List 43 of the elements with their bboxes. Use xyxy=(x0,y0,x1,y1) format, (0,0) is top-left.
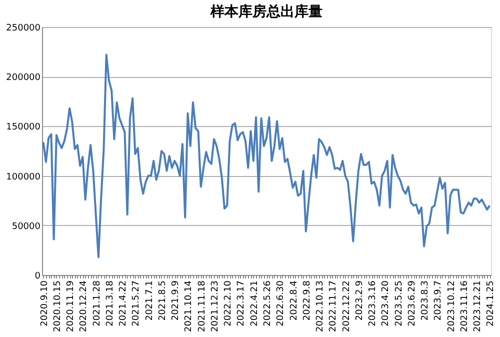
y-tick-label: 150000 xyxy=(6,122,41,133)
x-tick-label: 2022.10.13 xyxy=(316,280,326,332)
x-tick-label: 2023.4.20 xyxy=(381,280,392,326)
x-tick-label: 2022.11.17 xyxy=(328,280,339,332)
line-series xyxy=(42,54,491,258)
x-tick-label: 2020.10.15 xyxy=(52,280,63,332)
x-tick-label: 2023.11.16 xyxy=(460,280,470,332)
x-tick-label: 2021.7.1 xyxy=(144,280,155,321)
x-tick-label: 2022.6.30 xyxy=(276,280,286,326)
y-tick-label: 100000 xyxy=(6,172,41,182)
x-tick-label: 2020.11.19 xyxy=(66,280,76,332)
x-tick-label: 2021.10.14 xyxy=(184,280,194,332)
x-tick-label: 2023.9.7 xyxy=(434,280,444,321)
x-tick-label: 2022.3.17 xyxy=(236,280,247,326)
x-tick-label: 2021.11.18 xyxy=(197,280,208,332)
x-tick-label: 2023.5.25 xyxy=(394,280,404,326)
x-tick-label: 2023.6.29 xyxy=(407,280,418,326)
chart-title: 样本库房总出库量 xyxy=(210,3,322,20)
x-tick-label: 2021.3.18 xyxy=(105,280,116,326)
x-tick-label: 2022.9.8 xyxy=(302,280,312,321)
x-tick-label: 2022.5.26 xyxy=(263,280,273,326)
x-tick-label: 2021.1.28 xyxy=(92,280,102,326)
x-tick-label: 2022.4.21 xyxy=(250,280,260,326)
y-tick-label: 50000 xyxy=(12,222,41,232)
x-tick-label: 2021.8.5 xyxy=(158,280,168,321)
x-tick-label: 2024.1.25 xyxy=(486,280,496,326)
x-tick-label: 2023.3.16 xyxy=(368,280,378,326)
y-tick-label: 200000 xyxy=(6,73,41,84)
x-tick-label: 2023.10.12 xyxy=(446,280,457,332)
x-tick-label: 2021.12.23 xyxy=(210,280,220,332)
x-tick-label: 2022.12.22 xyxy=(342,280,352,332)
x-tick-label: 2022.8.4 xyxy=(289,280,300,321)
x-tick-label: 2021.5.27 xyxy=(132,280,142,326)
x-tick-label: 2023.8.3 xyxy=(420,280,431,321)
x-tick-label: 2020.12.24 xyxy=(79,280,90,332)
y-tick-label: 250000 xyxy=(6,24,41,34)
x-tick-label: 2023.12.21 xyxy=(473,280,484,332)
x-tick-label: 2022.2.10 xyxy=(224,280,234,326)
x-tick-label: 2023.2.9 xyxy=(354,280,365,321)
y-tick-label: 0 xyxy=(34,272,41,282)
x-tick-label: 2021.9.9 xyxy=(171,280,182,321)
x-tick-label: 2021.4.22 xyxy=(118,280,129,326)
x-tick-label: 2020.9.10 xyxy=(40,280,50,326)
